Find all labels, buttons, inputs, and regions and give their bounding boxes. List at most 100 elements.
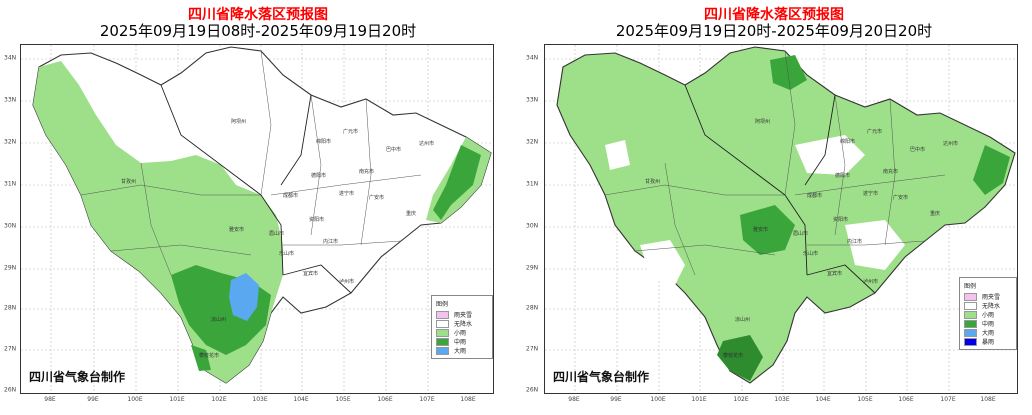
lon-label-107: 107E	[419, 396, 435, 403]
legend-swatch	[964, 310, 977, 319]
lon-label-104: 104E	[815, 396, 831, 403]
legend-item: 大雨	[436, 346, 488, 355]
city-label: 内江市	[323, 238, 338, 245]
producer-label: 四川省气象台制作	[29, 370, 126, 384]
lat-label-31: 31N	[4, 180, 17, 188]
lat-label-31: 31N	[526, 180, 539, 188]
county-borders	[80, 50, 422, 276]
legend-swatch	[964, 319, 977, 328]
city-label: 泸州市	[339, 278, 354, 285]
lon-label-100: 100E	[127, 396, 143, 403]
lat-label-32: 32N	[526, 138, 539, 146]
legend: 图例 雨夹雪 无降水 小雨 中雨 大雨	[431, 295, 493, 359]
city-label: 乐山市	[803, 250, 818, 257]
prefecture-borders	[160, 84, 352, 294]
legend-item: 雨夹雪	[436, 310, 488, 319]
city-label: 南充市	[883, 168, 898, 175]
city-label: 泸州市	[863, 278, 878, 285]
legend-swatch	[964, 328, 977, 337]
heavy-rain-cell	[229, 273, 259, 321]
legend: 图例 雨夹雪 无降水 小雨 中雨 大雨 暴雨	[959, 277, 1017, 350]
map-time-range: 2025年09月19日08时-2025年09月19日20时	[99, 22, 417, 40]
lon-label-99: 99E	[610, 396, 622, 403]
producer-label: 四川省气象台制作	[553, 370, 650, 384]
lat-label-27: 27N	[526, 345, 539, 353]
lon-label-102: 102E	[211, 396, 227, 403]
lon-label-99: 99E	[87, 396, 99, 403]
legend-swatch	[964, 292, 977, 301]
legend-swatch	[436, 337, 449, 346]
city-label: 广安市	[369, 194, 384, 201]
province-outline	[556, 46, 1016, 384]
county-borders	[604, 50, 946, 276]
city-label: 遂宁市	[339, 190, 354, 197]
lat-label-33: 33N	[4, 96, 17, 104]
city-label: 攀枝花市	[723, 352, 743, 359]
lon-label-101: 101E	[691, 396, 707, 403]
city-label: 资阳市	[833, 216, 848, 223]
map-time-range: 2025年09月19日20时-2025年09月20日20时	[615, 22, 933, 40]
precipitation-map: 阿坝州 绵阳市 广元市 巴中市 达州市 南充市 德阳市 甘孜州 成都市 遂宁市 …	[545, 45, 1017, 393]
lon-label-106: 106E	[377, 396, 393, 403]
map-title: 四川省降水落区预报图	[704, 7, 844, 23]
city-label: 眉山市	[793, 230, 808, 237]
lat-label-27: 27N	[4, 345, 17, 353]
lat-label-29: 29N	[4, 264, 17, 272]
lat-label-29: 29N	[526, 264, 539, 272]
moderate-rain-east	[973, 145, 1010, 195]
legend-swatch	[436, 310, 449, 319]
city-label: 南充市	[359, 168, 374, 175]
lat-label-28: 28N	[4, 304, 17, 312]
city-label: 德阳市	[311, 172, 326, 179]
city-label: 重庆	[406, 210, 416, 217]
city-label: 眉山市	[269, 230, 284, 237]
lon-label-103: 103E	[252, 396, 268, 403]
lon-label-100: 100E	[650, 396, 666, 403]
no-rain-patch	[605, 140, 630, 170]
precipitation-map: 阿坝州 绵阳市 广元市 巴中市 达州市 南充市 德阳市 甘孜州 成都市 遂宁市 …	[21, 45, 493, 393]
legend-item: 小雨	[964, 310, 1012, 319]
lon-label-98: 98E	[44, 396, 56, 403]
city-labels: 阿坝州 绵阳市 广元市 巴中市 达州市 南充市 德阳市 甘孜州 成都市 遂宁市 …	[121, 118, 434, 359]
city-label: 甘孜州	[645, 178, 660, 185]
lon-label-102: 102E	[733, 396, 749, 403]
city-label: 绵阳市	[840, 138, 855, 145]
legend-item: 中雨	[436, 337, 488, 346]
city-label: 广元市	[867, 128, 882, 135]
city-label: 雅安市	[229, 226, 244, 233]
legend-item: 雨夹雪	[964, 292, 1012, 301]
lon-label-108: 108E	[980, 396, 996, 403]
lon-label-105: 105E	[857, 396, 873, 403]
lat-label-33: 33N	[526, 96, 539, 104]
legend-item: 小雨	[436, 328, 488, 337]
lat-label-30: 30N	[526, 222, 539, 230]
lat-label-30: 30N	[4, 222, 17, 230]
forecast-panel-2: 四川省降水落区预报图 2025年09月19日20时-2025年09月20日20时…	[516, 0, 1032, 415]
legend-item: 中雨	[964, 319, 1012, 328]
lon-label-106: 106E	[898, 396, 914, 403]
city-label: 凉山州	[211, 316, 226, 323]
legend-swatch	[436, 319, 449, 328]
map-title: 四川省降水落区预报图	[188, 7, 328, 23]
city-labels: 阿坝州 绵阳市 广元市 巴中市 达州市 南充市 德阳市 甘孜州 成都市 遂宁市 …	[645, 118, 958, 359]
city-label: 遂宁市	[863, 190, 878, 197]
legend-item: 暴雨	[964, 337, 1012, 346]
moderate-rain-central	[740, 205, 795, 255]
forecast-panel-1: 四川省降水落区预报图 2025年09月19日08时-2025年09月19日20时…	[4, 7, 494, 403]
city-label: 甘孜州	[121, 178, 136, 185]
moderate-rain-east	[433, 145, 481, 220]
city-label: 巴中市	[386, 146, 401, 153]
legend-swatch	[436, 346, 449, 355]
city-label: 乐山市	[279, 250, 294, 257]
lat-label-34: 34N	[4, 54, 17, 62]
lon-label-108: 108E	[460, 396, 476, 403]
lon-label-98: 98E	[568, 396, 580, 403]
city-label: 雅安市	[753, 226, 768, 233]
lat-label-28: 28N	[526, 304, 539, 312]
no-rain-patch	[640, 240, 685, 285]
map-frame: 阿坝州 绵阳市 广元市 巴中市 达州市 南充市 德阳市 甘孜州 成都市 遂宁市 …	[544, 44, 1018, 394]
legend-item: 无降水	[436, 319, 488, 328]
city-label: 德阳市	[835, 172, 850, 179]
city-label: 重庆	[930, 210, 940, 217]
map-frame: 阿坝州 绵阳市 广元市 巴中市 达州市 南充市 德阳市 甘孜州 成都市 遂宁市 …	[20, 44, 494, 394]
